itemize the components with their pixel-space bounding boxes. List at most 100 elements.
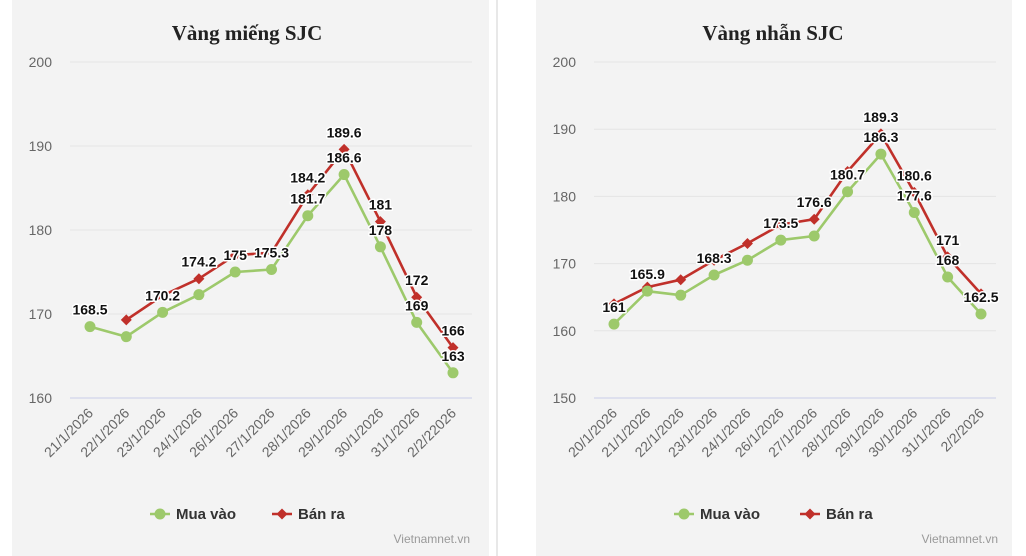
data-label-mua-vao: 173.5 [763,215,798,231]
data-label-ban-ra: 180.6 [897,167,932,183]
data-label-mua-vao: 178 [369,222,393,238]
y-tick-label: 190 [553,121,577,137]
series-line-ban-ra [613,132,982,306]
y-tick-label: 170 [553,256,577,272]
data-point-mua-vao [229,266,241,278]
data-point-ban-ra [302,189,314,201]
y-tick-label: 200 [553,54,577,70]
y-tick-label: 170 [29,306,53,322]
data-point-ban-ra [975,288,987,300]
data-point-ban-ra [229,249,241,261]
data-point-mua-vao [775,234,787,246]
chart-panel-right: Vàng nhẫn SJC 150 160 170 180 190 200 20/1/2026… [536,0,1012,556]
chart-left: Vàng miếng SJC16017018019020021/1/202622… [29,21,472,546]
data-label-mua-vao: 175 [224,247,248,263]
data-point-mua-vao [302,210,314,222]
y-tick-label: 180 [29,222,53,238]
data-point-mua-vao [120,331,132,343]
data-point-mua-vao [675,289,687,301]
data-point-ban-ra [193,273,205,285]
data-point-ban-ra [942,251,954,263]
data-point-ban-ra [842,166,854,178]
data-point-ban-ra [338,143,350,155]
chart-title: Vàng nhẫn SJC [702,21,843,45]
data-label-ban-ra: 176.6 [797,194,832,210]
data-point-mua-vao [908,207,920,219]
legend-label-ban-ra: Bán ra [826,506,873,523]
data-label-mua-vao: 163 [441,348,465,364]
data-point-ban-ra [266,247,277,259]
data-point-ban-ra [908,186,920,198]
data-point-mua-vao [338,169,350,181]
data-point-ban-ra [374,216,386,228]
series-line-mua-vao [613,152,982,326]
chart-title: Vàng miếng SJC [172,21,323,45]
legend-marker-ban-ra [276,508,288,520]
data-label-mua-vao: 175.3 [254,244,289,260]
data-point-ban-ra [675,274,687,286]
data-label-ban-ra: 189.3 [863,109,898,125]
y-tick-label: 200 [29,54,53,70]
data-point-mua-vao [975,308,987,320]
y-tick-label: 190 [29,138,53,154]
data-label-ban-ra: 181 [369,197,393,213]
data-point-mua-vao [84,321,96,333]
credit-text: Vietnamnet.vn [922,532,999,546]
data-point-mua-vao [411,316,423,328]
data-point-mua-vao [266,263,277,275]
y-tick-label: 160 [553,323,577,339]
series-line-ban-ra [125,148,455,349]
data-point-mua-vao [447,367,459,379]
data-point-mua-vao [875,148,887,160]
data-label-ban-ra: 189.6 [327,124,362,140]
panel-separator [496,0,498,556]
data-point-ban-ra [157,290,169,302]
y-tick-label: 180 [553,188,577,204]
legend-marker-mua-vao [678,508,690,520]
y-tick-label: 160 [29,390,53,406]
data-label-mua-vao: 162.5 [963,289,998,305]
credit-text: Vietnamnet.vn [394,532,471,546]
data-point-mua-vao [157,306,169,318]
data-label-mua-vao: 168 [936,252,960,268]
legend-label-mua-vao: Mua vào [176,506,236,523]
data-label-ban-ra: 184.2 [290,170,325,186]
data-point-mua-vao [193,289,205,301]
data-point-ban-ra [120,314,132,326]
data-label-mua-vao: 170.2 [145,287,180,303]
data-label-ban-ra: 171 [936,232,960,248]
data-label-mua-vao: 161 [602,299,626,315]
legend-marker-mua-vao [154,508,166,520]
data-point-mua-vao [641,285,653,297]
data-label-mua-vao: 177.6 [897,188,932,204]
y-tick-label: 150 [553,390,577,406]
data-point-mua-vao [842,186,854,198]
data-point-ban-ra [808,213,820,225]
data-label-ban-ra: 174.2 [181,254,216,270]
legend-marker-ban-ra [804,508,816,520]
data-point-ban-ra [875,128,887,140]
data-point-ban-ra [608,298,620,310]
data-label-mua-vao: 181.7 [290,191,325,207]
data-label-ban-ra: 172 [405,272,429,288]
data-point-ban-ra [411,291,423,303]
data-label-mua-vao: 169 [405,297,429,313]
data-label-mua-vao: 186.6 [327,150,362,166]
chart-right: Vàng nhẫn SJC15016017018019020020/1/2026… [553,21,1001,546]
data-label-mua-vao: 168.5 [72,302,107,318]
data-point-ban-ra [447,342,459,354]
data-label-mua-vao: 180.7 [830,167,865,183]
data-label-mua-vao: 165.9 [630,266,665,282]
data-point-mua-vao [708,269,720,281]
data-label-mua-vao: 168.3 [697,250,732,266]
data-point-ban-ra [741,237,753,249]
data-point-ban-ra [775,219,787,231]
data-point-mua-vao [608,318,620,330]
legend-label-mua-vao: Mua vào [700,506,760,523]
chart-panel-left: Vàng miếng SJC 160 170 180 190 200 21/1/2026 22… [12,0,489,556]
data-point-mua-vao [374,241,386,253]
legend-label-ban-ra: Bán ra [298,506,345,523]
data-point-mua-vao [808,230,820,242]
data-label-mua-vao: 186.3 [863,129,898,145]
data-point-mua-vao [942,271,954,283]
